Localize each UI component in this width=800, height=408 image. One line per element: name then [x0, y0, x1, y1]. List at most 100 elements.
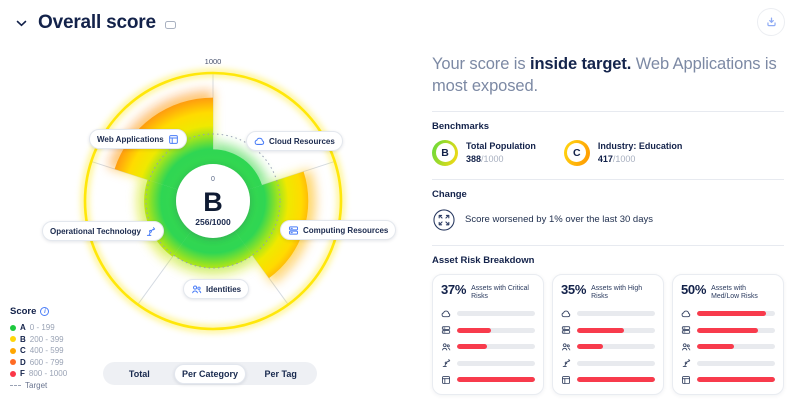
risk-label: Assets with Critical Risks [471, 284, 529, 301]
page-title: Overall score [38, 12, 156, 33]
sector-label-identities[interactable]: Identities [183, 279, 250, 299]
computing-icon [288, 225, 299, 236]
grade-badge: B [432, 139, 458, 166]
operational-technology-icon [561, 358, 571, 368]
risk-row-cloud [681, 309, 775, 319]
risk-row-computing [561, 325, 655, 335]
risk-card-high: 35% Assets with High Risks [552, 273, 664, 395]
benchmarks-title: Benchmarks [432, 120, 490, 132]
info-icon[interactable] [164, 20, 176, 29]
risk-row-web-applications [561, 375, 655, 385]
sector-label-text: Cloud Resources [269, 136, 335, 146]
risk-bars [561, 309, 655, 385]
operational-technology-icon [681, 358, 691, 368]
sector-label-web-applications[interactable]: Web Applications [89, 129, 187, 149]
risk-bar-track [697, 311, 775, 317]
tab-per-tag[interactable]: Per Tag [246, 364, 316, 384]
download-icon [766, 16, 776, 26]
info-icon[interactable] [40, 307, 50, 316]
expand-icon [433, 208, 455, 231]
risk-bar-track [577, 344, 655, 350]
sector-label-computing-resources[interactable]: Computing Resources [280, 220, 397, 240]
download-button[interactable] [757, 8, 785, 36]
risk-bar-track [457, 377, 535, 383]
scale-min-label: 0 [211, 176, 215, 183]
risk-card-medlow: 50% Assets with Med/Low Risks [672, 273, 784, 395]
risk-row-cloud [561, 309, 655, 319]
risk-bar-fill [457, 377, 535, 383]
legend-item-d: D 600 - 799 [10, 357, 67, 369]
grade-badge: C [563, 139, 590, 166]
risk-bar-fill [577, 377, 655, 383]
tab-total[interactable]: Total [105, 364, 175, 384]
risk-bar-track [697, 327, 775, 333]
score-headline: Your score is inside target. Web Applica… [432, 54, 784, 98]
section-header: Overall score [14, 12, 176, 34]
score-legend: Score A 0 - 199 B 200 - 399 C 400 - 599 … [10, 306, 67, 391]
sector-label-cloud-resources[interactable]: Cloud Resources [246, 131, 343, 151]
legend-item-target: Target [10, 380, 67, 392]
grade-dot [10, 324, 16, 331]
identities-icon [681, 342, 691, 352]
risk-bar-track [697, 360, 775, 366]
divider [432, 244, 784, 246]
operational-technology-icon [145, 226, 156, 237]
risk-bar-track [457, 360, 535, 366]
grade-dot [10, 336, 16, 343]
collapse-chevron-button[interactable] [14, 18, 29, 29]
identities-icon [441, 342, 451, 352]
risk-row-operational-technology [561, 358, 655, 368]
risk-card-critical: 37% Assets with Critical Risks [432, 273, 544, 395]
divider [432, 178, 784, 180]
score-grade: B [203, 187, 223, 217]
web-applications-icon [561, 375, 571, 385]
risk-bar-track [577, 311, 655, 317]
risk-bar-track [697, 377, 775, 383]
cloud-icon [441, 309, 451, 319]
sector-label-text: Identities [206, 284, 242, 294]
radial-score-chart: 1000 0 B 256/1000 [81, 57, 345, 333]
legend-item-a: A 0 - 199 [10, 322, 67, 334]
risk-row-computing [441, 325, 535, 335]
sector-label-operational-technology[interactable]: Operational Technology [42, 221, 164, 241]
web-applications-icon [168, 134, 179, 145]
legend-title: Score [10, 306, 37, 317]
risk-row-operational-technology [441, 358, 535, 368]
risk-bar-track [457, 344, 535, 350]
chevron-down-icon [16, 20, 27, 26]
cloud-icon [561, 309, 571, 319]
risk-bar-fill [697, 311, 766, 317]
grade-dot [10, 347, 16, 354]
tab-per-category[interactable]: Per Category [174, 363, 246, 384]
risk-bar-fill [697, 377, 775, 383]
risk-row-web-applications [441, 375, 535, 385]
risk-bar-fill [697, 327, 758, 333]
risk-row-cloud [441, 309, 535, 319]
change-text: Score worsened by 1% over the last 30 da… [465, 214, 653, 226]
web-applications-icon [681, 375, 691, 385]
headline-muted: Your score is [432, 55, 530, 73]
risk-bar-fill [457, 327, 492, 333]
risk-bar-track [577, 377, 655, 383]
risk-bar-track [577, 360, 655, 366]
web-applications-icon [441, 375, 451, 385]
headline-strong: inside target. [529, 55, 632, 73]
grade-dot [10, 359, 16, 366]
change-title: Change [432, 188, 467, 200]
risk-bar-track [457, 327, 535, 333]
scale-max-label: 1000 [205, 57, 222, 66]
risk-label: Assets with High Risks [591, 284, 643, 301]
score-value: 256/1000 [195, 217, 231, 227]
operational-technology-icon [441, 358, 451, 368]
change-row: Score worsened by 1% over the last 30 da… [432, 208, 784, 232]
legend-item-b: B 200 - 399 [10, 334, 67, 346]
score-center-circle [176, 164, 250, 238]
risk-row-identities [681, 342, 775, 352]
view-mode-tabs: Total Per Category Per Tag [103, 362, 317, 385]
outer-ring [83, 71, 343, 331]
sector-label-text: Operational Technology [50, 226, 141, 236]
identities-icon [561, 342, 571, 352]
cloud-icon [681, 309, 691, 319]
legend-item-c: C 400 - 599 [10, 345, 67, 357]
risk-breakdown-title: Asset Risk Breakdown [432, 254, 535, 266]
